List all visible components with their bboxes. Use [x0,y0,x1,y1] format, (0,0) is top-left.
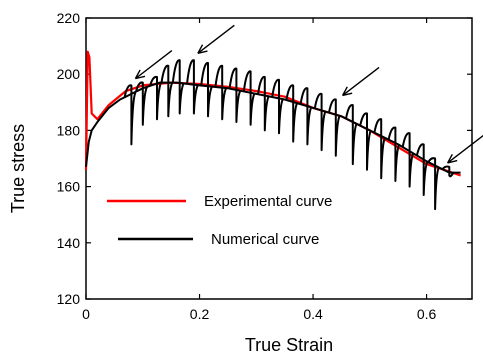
numerical-curve-serration [441,165,455,178]
numerical-curve-envelope [85,81,461,174]
numerical-curve-serration [123,84,137,146]
numerical-curve-serration [257,75,270,132]
annotation-arrow-shaft [134,50,173,80]
numerical-curve-serration [373,118,387,180]
numerical-curve-serration [313,92,327,152]
numerical-curve-serration [171,59,185,115]
numerical-curve-serration [228,67,242,123]
experimental-curve-line [84,50,461,177]
numerical-curve-serration [328,98,341,157]
numerical-curve-serration [135,81,148,126]
annotation-arrow-shaft [447,134,483,164]
annotation-arrow-head [197,44,208,55]
numerical-curve-serration [149,75,162,121]
y-tick-label: 160 [57,179,81,195]
annotation-arrow-shaft [342,66,380,97]
annotation-arrow-head [134,69,146,80]
numerical-curve-serration [186,59,199,115]
numerical-curve-serration [359,112,372,171]
x-tick-label: 0 [82,306,90,322]
numerical-curve-serration [200,61,213,118]
y-tick-label: 220 [57,10,81,26]
legend: Experimental curve Numerical curve [107,193,332,248]
x-axis-title: True Strain [245,335,333,355]
plot-area-frame [85,17,473,300]
y-axis-title: True stress [8,124,28,213]
numerical-curve-serration [415,143,429,196]
legend-label: Experimental curve [204,193,332,210]
annotation-arrow-shaft [197,24,235,54]
numerical-curve-serration [345,104,358,166]
numerical-curve-serration [285,84,299,143]
y-tick-label: 180 [57,122,81,138]
y-tick-label: 120 [57,291,81,307]
numerical-curve-serration [401,132,415,188]
annotation-arrows [134,24,483,164]
y-tick-label: 140 [57,235,81,251]
numerical-curve-serration [160,64,174,118]
annotation-arrow-head [341,86,353,97]
legend-label: Numerical curve [211,231,319,248]
x-axis-ticks: 0 0.2 0.4 0.6 [82,18,437,322]
numerical-curve-serration [271,78,284,135]
numerical-curve-serration [242,70,256,126]
annotation-arrow-head [447,153,458,164]
x-tick-label: 0.2 [190,306,210,322]
x-tick-label: 0.6 [417,306,437,322]
numerical-curve-serration [387,126,401,182]
y-axis-ticks: 120 140 160 180 200 220 [57,10,472,307]
numerical-curve-serration [427,157,441,211]
series-layer [84,50,461,211]
numerical-curve-serration [299,87,313,146]
plot-frame [85,17,473,300]
numerical-curve-serration [214,64,228,121]
x-tick-label: 0.4 [303,306,323,322]
y-tick-label: 200 [57,66,81,82]
